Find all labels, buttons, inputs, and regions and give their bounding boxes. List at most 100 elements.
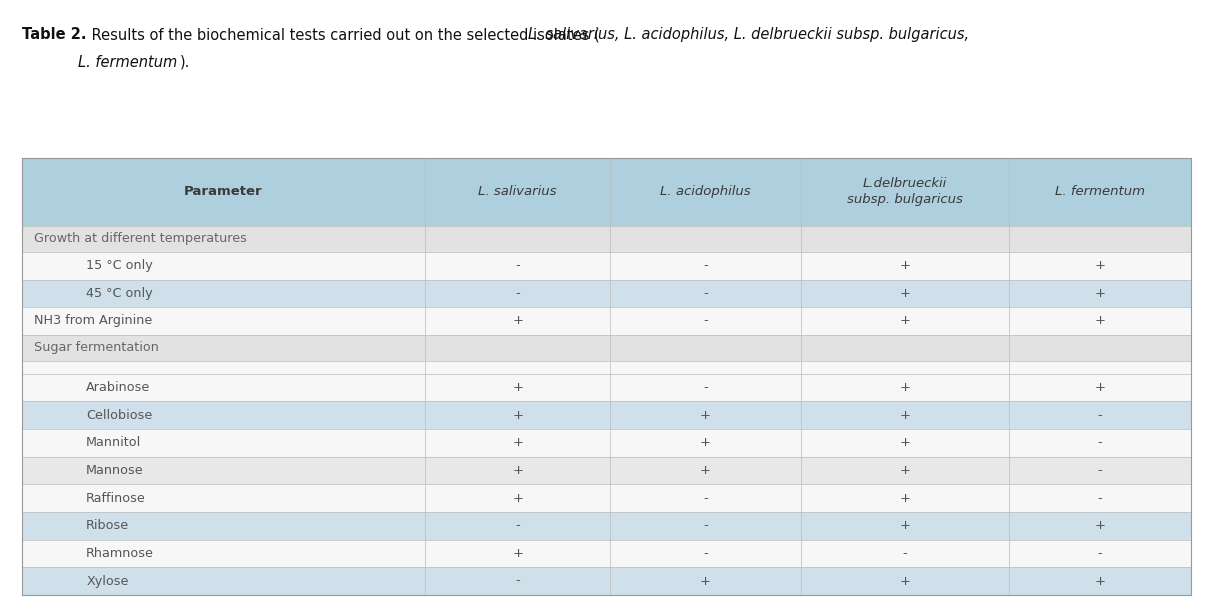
Text: +: + [1094,381,1105,394]
Bar [1009,307,1191,335]
Text: Mannitol: Mannitol [86,436,142,449]
Bar [610,567,801,595]
Bar [22,226,426,252]
Text: +: + [899,575,910,588]
Bar [801,401,1009,429]
Bar [610,252,801,279]
Text: +: + [899,492,910,504]
Bar [426,567,610,595]
Text: L. salivarius, L. acidophilus, L. delbrueckii subsp. bulgaricus,: L. salivarius, L. acidophilus, L. delbru… [528,27,969,42]
Text: -: - [516,575,520,588]
Text: +: + [512,464,523,477]
Bar [1009,361,1191,373]
Bar [1009,252,1191,279]
Bar [801,158,1009,226]
Bar [426,540,610,567]
Bar [610,540,801,567]
Text: +: + [899,436,910,449]
Bar [1009,429,1191,456]
Text: L. fermentum: L. fermentum [1055,185,1145,198]
Bar [1009,567,1191,595]
Text: +: + [899,464,910,477]
Text: +: + [512,381,523,394]
Bar [426,484,610,512]
Text: Arabinose: Arabinose [86,381,150,394]
Bar [426,429,610,456]
Text: +: + [899,314,910,328]
Text: +: + [512,547,523,560]
Bar [801,540,1009,567]
Bar [426,307,610,335]
Bar [801,567,1009,595]
Bar [801,512,1009,540]
Text: +: + [512,492,523,504]
Text: -: - [1098,409,1103,421]
Text: -: - [1098,492,1103,504]
Text: +: + [700,464,711,477]
Bar [1009,512,1191,540]
Bar [22,540,426,567]
Text: 15 °C only: 15 °C only [86,259,153,272]
Text: -: - [1098,547,1103,560]
Text: +: + [512,314,523,328]
Text: 45 °C only: 45 °C only [86,287,153,300]
Bar [22,361,426,373]
Text: -: - [902,547,907,560]
Text: -: - [1098,436,1103,449]
Bar [426,401,610,429]
Text: -: - [704,287,707,300]
Bar [426,252,610,279]
Bar [801,429,1009,456]
Bar [22,401,426,429]
Bar [1009,279,1191,307]
Text: +: + [899,519,910,532]
Text: +: + [899,409,910,421]
Bar [426,456,610,484]
Bar [610,456,801,484]
Bar [1009,158,1191,226]
Bar [610,335,801,361]
Bar [22,373,426,401]
Text: Cellobiose: Cellobiose [86,409,153,421]
Bar [1009,335,1191,361]
Text: Ribose: Ribose [86,519,130,532]
Bar [22,252,426,279]
Text: -: - [704,381,707,394]
Bar [426,512,610,540]
Bar [801,252,1009,279]
Text: +: + [1094,314,1105,328]
Bar [610,361,801,373]
Bar [426,373,610,401]
Bar [610,279,801,307]
Text: Rhamnose: Rhamnose [86,547,154,560]
Text: +: + [1094,287,1105,300]
Bar [22,484,426,512]
Text: +: + [1094,575,1105,588]
Bar [610,401,801,429]
Text: Results of the biochemical tests carried out on the selected isolates (: Results of the biochemical tests carried… [87,27,600,42]
Text: Parameter: Parameter [184,185,263,198]
Bar [610,484,801,512]
Bar [426,279,610,307]
Text: L.delbrueckii
subsp. bulgaricus: L.delbrueckii subsp. bulgaricus [847,177,963,206]
Text: Xylose: Xylose [86,575,129,588]
Bar [610,429,801,456]
Text: ).: ). [180,55,190,70]
Text: +: + [512,436,523,449]
Bar [801,456,1009,484]
Text: -: - [516,287,520,300]
Text: L. fermentum: L. fermentum [78,55,177,70]
Bar [610,512,801,540]
Bar [22,429,426,456]
Bar [1009,373,1191,401]
Text: Raffinose: Raffinose [86,492,146,504]
Text: -: - [516,519,520,532]
Bar [610,158,801,226]
Bar [801,226,1009,252]
Text: +: + [1094,259,1105,272]
Bar [22,158,426,226]
Bar [22,567,426,595]
Bar [1009,484,1191,512]
Text: -: - [704,547,707,560]
Bar [22,456,426,484]
